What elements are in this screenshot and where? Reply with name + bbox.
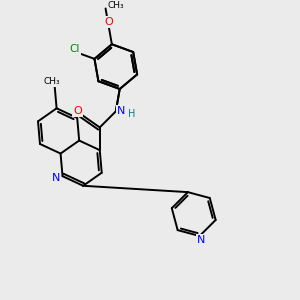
Text: CH₃: CH₃ xyxy=(44,77,60,86)
Text: Cl: Cl xyxy=(70,44,80,54)
Text: N: N xyxy=(117,106,126,116)
Text: O: O xyxy=(105,17,113,27)
Text: O: O xyxy=(73,106,82,116)
Text: N: N xyxy=(52,172,60,183)
Text: CH₃: CH₃ xyxy=(108,1,124,10)
Text: N: N xyxy=(197,235,205,244)
Text: H: H xyxy=(128,109,135,119)
